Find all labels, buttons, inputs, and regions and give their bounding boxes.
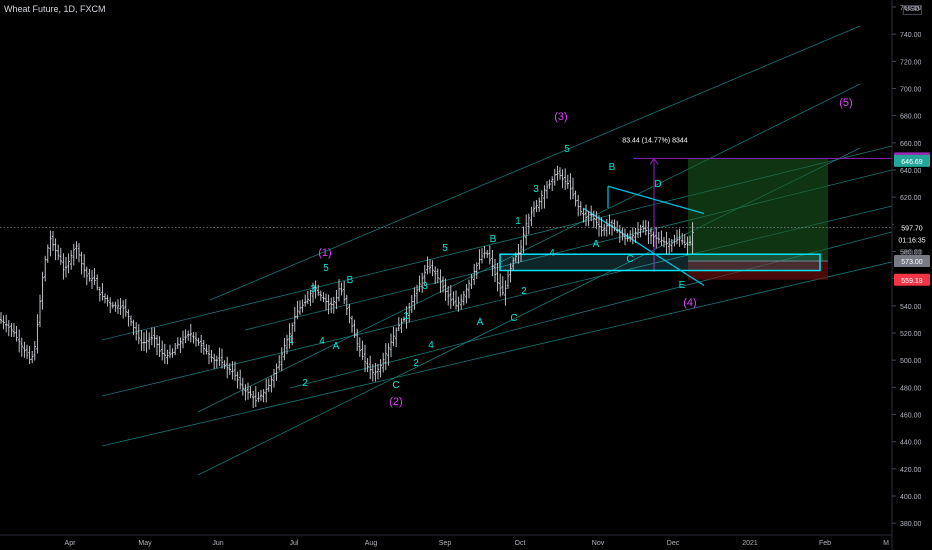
wave-label: (1) [318,247,331,259]
wave-label: (3) [554,111,567,123]
last-price-badge [894,221,930,234]
wave-label: 5 [442,243,448,254]
wave-label: C [392,380,399,391]
support-box[interactable] [499,253,821,272]
wave-label: 4 [319,336,325,347]
drawing-shapes[interactable] [499,185,821,287]
time-tick-label: Jun [212,540,223,547]
last-price-text: 597.70 [901,225,923,232]
wave-label: 3 [533,184,539,195]
wave-label: (2) [389,396,402,408]
wave-label: A [593,239,600,250]
stop-price-badge [894,273,930,286]
time-tick-label: Apr [65,540,77,547]
wave-label: 4 [428,340,434,351]
countdown-badge [894,233,930,246]
time-tick-label: Aug [365,540,378,547]
channel-line [197,83,861,413]
wave-label: 2 [521,286,527,297]
price-tick-label: 660.00 [900,141,922,148]
time-tick-label: 2021 [742,540,758,547]
wave-label: C [626,254,633,265]
wave-label: B [609,162,616,173]
time-tick-label: Sep [439,540,452,547]
wave-label: 5 [323,263,329,274]
price-tick-label: 440.00 [900,440,922,447]
price-tick-label: 680.00 [900,114,922,121]
measure-arrow [649,157,659,165]
time-axis[interactable]: Apr May Jun Jul Aug Sep Oct Nov Dec 2021 Feb M [65,540,890,547]
wave-label: 2 [413,358,419,369]
price-tick-label: 520.00 [900,331,922,338]
stop-price-text: 559.18 [901,278,923,285]
time-tick-label: Jul [290,540,299,547]
price-tick-label: 420.00 [900,467,922,474]
channel-line [101,261,893,447]
countdown-text: 01:16:35 [898,238,925,245]
wave-label: C [510,313,517,324]
wave-label: 3 [422,281,428,292]
wave-label: (5) [839,97,852,109]
wave-label: D [654,179,661,190]
wave-label: 1 [288,335,294,346]
price-axis-labels: 648.52646.69597.7001:16:35580.00573.0055… [894,152,930,286]
wave-label: 5 [564,144,570,155]
wave-label: (4) [683,297,696,309]
time-tick-label: Dec [667,540,680,547]
channel-line [209,25,861,301]
price-tick-label: 640.00 [900,168,922,175]
wave-label: 3 [310,284,316,295]
price-tick-label: 720.00 [900,59,922,66]
price-tick-label: 480.00 [900,385,922,392]
time-tick-label: Oct [515,540,526,547]
entry-hidden-text: 580.00 [901,250,923,257]
currency-label[interactable]: USD [903,5,922,15]
price-tick-label: 620.00 [900,195,922,202]
price-tick-label: 760.00 [900,5,922,12]
time-tick-label: May [138,540,152,547]
price-tick-label: 460.00 [900,413,922,420]
wave-label: A [333,341,340,352]
time-tick-label: Feb [819,540,831,547]
triangle-lower [582,207,705,287]
triangle-upper [607,185,705,215]
wave-label: 4 [549,248,555,259]
price-tick-label: 380.00 [900,521,922,528]
wave-label: A [477,317,484,328]
measure-label: 83.44 (14.77%) 8344 [622,137,687,144]
price-tick-label: 400.00 [900,494,922,501]
price-tick-label: 540.00 [900,304,922,311]
price-tick-label: 700.00 [900,87,922,94]
price-series [0,165,892,408]
price-tick-label: 580.00 [900,250,922,257]
entry-price-text: 573.00 [901,259,923,266]
entry-price-badge [894,255,930,268]
wave-label: 2 [302,378,308,389]
tp-price-text: 646.69 [901,159,923,166]
wave-labels: 1 2 3 4 5 (1) B A C (2) 1 2 3 4 5 A B C 1 2 3 4 5 (3) A B C D E (4) (5… [288,97,853,408]
wave-label: 1 [515,216,521,227]
trend-channels [101,25,893,476]
price-tick-label: 740.00 [900,32,922,39]
wave-label: B [347,275,354,286]
profit-zone[interactable] [688,158,828,262]
time-tick-label: Nov [592,540,605,547]
wave-label: 1 [403,311,409,322]
time-tick-label: M [883,540,889,547]
tp-price-badge [894,154,930,167]
wave-label: E [679,280,686,291]
wave-label: B [490,234,497,245]
price-tick-label: 500.00 [900,358,922,365]
symbol-title[interactable]: Wheat Future, 1D, FXCM [4,4,106,14]
